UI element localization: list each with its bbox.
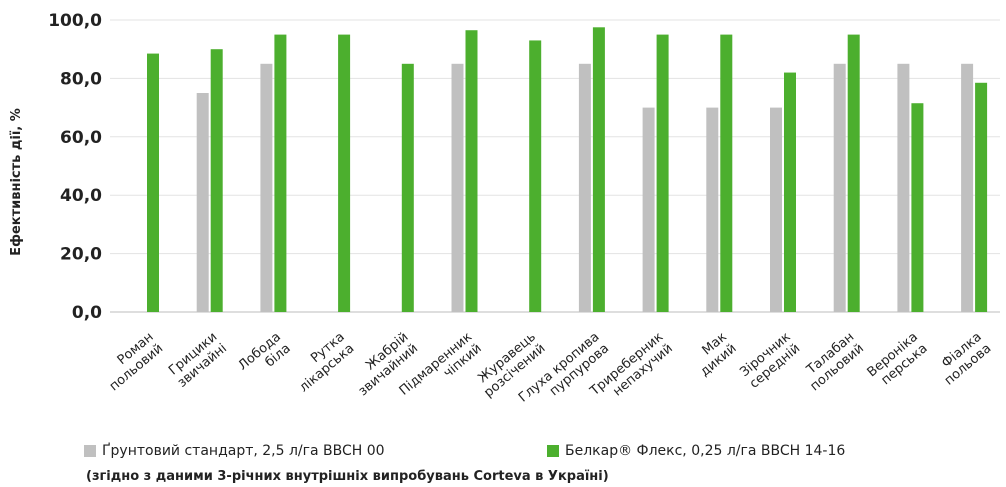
bar-belkar — [592, 27, 605, 313]
bar-standard — [770, 107, 782, 312]
bar-standard — [196, 93, 209, 312]
y-tick-label: 0,0 — [72, 303, 102, 323]
bar-belkar — [274, 34, 287, 312]
bar-belkar — [847, 34, 860, 312]
legend-label-belkar: Белкар® Флекс, 0,25 л/га BBCH 14-16 — [565, 443, 846, 459]
chart: 0,0 20,0 40,0 60,0 80,0 100,0 Ефективність ді… — [9, 11, 1000, 406]
bar-standard — [642, 107, 655, 312]
bar-belkar — [338, 34, 351, 312]
bar-belkar — [147, 53, 159, 313]
bar-belkar — [911, 103, 924, 312]
y-tick-label: 60,0 — [60, 128, 102, 148]
legend-label-standard: Ґрунтовий стандарт, 2,5 л/га BBCH 00 — [102, 443, 385, 459]
legend-swatch-belkar — [547, 445, 559, 457]
bars — [147, 27, 988, 313]
gridlines — [110, 19, 1000, 313]
bar-standard — [451, 63, 464, 312]
bar-belkar — [210, 49, 223, 312]
legend-swatch-standard — [84, 445, 96, 457]
footnote: (згідно з даними 3-річних внутрішніх вип… — [86, 469, 609, 484]
bar-standard — [961, 63, 974, 312]
legend-item-standard: Ґрунтовий стандарт, 2,5 л/га BBCH 00 — [84, 443, 385, 459]
y-tick-label: 40,0 — [60, 186, 102, 206]
bar-belkar — [656, 34, 669, 312]
bar-belkar — [529, 40, 542, 312]
legend: Ґрунтовий стандарт, 2,5 л/га BBCH 00 Бел… — [84, 443, 984, 463]
y-axis-title: Ефективність дії, % — [9, 108, 24, 256]
bar-standard — [833, 63, 846, 312]
bar-belkar — [720, 34, 733, 312]
y-tick-label: 80,0 — [60, 69, 102, 89]
bar-belkar — [975, 82, 988, 312]
y-tick-label: 100,0 — [48, 11, 102, 31]
bar-standard — [260, 63, 273, 312]
y-tick-label: 20,0 — [60, 245, 102, 265]
y-tick-labels: 0,0 20,0 40,0 60,0 80,0 100,0 — [48, 11, 102, 323]
bar-belkar — [784, 72, 796, 312]
bar-standard — [578, 63, 591, 312]
legend-item-belkar: Белкар® Флекс, 0,25 л/га BBCH 14-16 — [547, 443, 845, 459]
bar-standard — [897, 63, 910, 312]
bar-belkar — [401, 63, 414, 312]
bar-standard — [706, 107, 719, 312]
bar-belkar — [465, 30, 478, 312]
